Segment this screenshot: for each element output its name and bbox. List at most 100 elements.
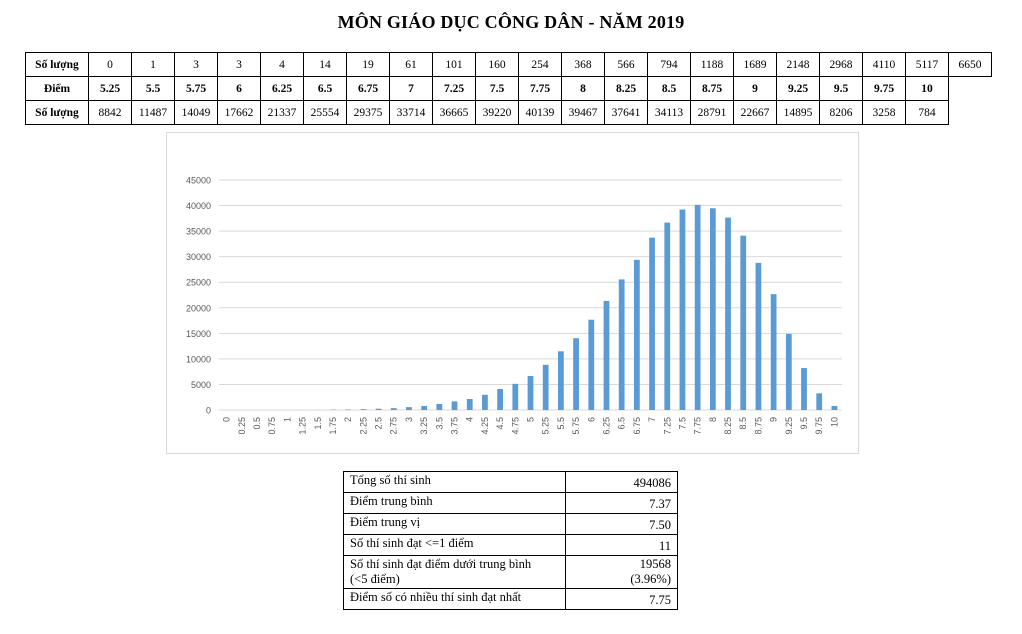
histogram-bar	[740, 235, 747, 410]
x-tick-label: 7	[647, 417, 657, 422]
table-cell: 2148	[776, 52, 820, 77]
row-label: Số lượng	[25, 52, 89, 77]
table-cell: 8.5	[647, 76, 691, 101]
table-cell: 14895	[776, 100, 820, 125]
table-cell: 39220	[475, 100, 519, 125]
histogram-bar	[618, 279, 625, 410]
table-cell: 1188	[690, 52, 734, 77]
table-cell: 39467	[561, 100, 605, 125]
table-cell: 6	[217, 76, 261, 101]
stats-row: Số thí sinh đạt điểm dưới trung bình (<5…	[343, 555, 678, 589]
table-cell: 9	[733, 76, 777, 101]
histogram-bar	[664, 222, 671, 410]
histogram-bar	[436, 403, 443, 410]
histogram-chart: 0 5000 10000 15000 20000 25000 30000 35000 40000…	[166, 132, 859, 454]
histogram-bar	[512, 383, 519, 410]
y-tick-label: 25000	[186, 278, 211, 288]
table-cell: 5117	[905, 52, 949, 77]
table-cell: 5.25	[88, 76, 132, 101]
table-cell: 7.75	[518, 76, 562, 101]
table-row-count-low: Số lượng 0 1 3 3 4 14 19 61 101 160 254 …	[25, 52, 992, 77]
histogram-bar	[633, 259, 640, 410]
histogram-bar	[694, 204, 701, 410]
x-tick-label: 1.25	[298, 417, 308, 435]
x-tick-label: 7.5	[677, 417, 687, 430]
table-cell: 566	[604, 52, 648, 77]
table-cell: 40139	[518, 100, 562, 125]
stats-row: Điểm số có nhiều thí sinh đạt nhất 7.75	[343, 588, 678, 610]
stats-label-line2: (<5 điểm)	[350, 572, 400, 586]
table-cell: 21337	[260, 100, 304, 125]
x-tick-label: 1.5	[313, 417, 323, 430]
histogram-bar	[421, 405, 428, 410]
table-cell: 4	[260, 52, 304, 77]
stats-label-line1: Số thí sinh đạt điểm dưới trung bình	[350, 557, 532, 571]
stats-value: 19568 (3.96%)	[565, 555, 678, 589]
x-tick-label: 2.25	[358, 417, 368, 435]
row-label: Điểm	[25, 76, 89, 101]
x-tick-label: 4	[465, 417, 475, 422]
table-cell: 8.25	[604, 76, 648, 101]
y-tick-label: 0	[206, 406, 211, 416]
x-tick-label: 9.5	[799, 417, 809, 430]
stats-label: Số thí sinh đạt điểm dưới trung bình (<5…	[343, 555, 566, 589]
table-cell: 7	[389, 76, 433, 101]
table-cell: 3	[174, 52, 218, 77]
y-tick-label: 30000	[186, 252, 211, 262]
table-cell: 9.25	[776, 76, 820, 101]
x-tick-label: 7.25	[662, 417, 672, 435]
histogram-bar	[725, 217, 731, 410]
x-tick-label: 5.25	[541, 417, 551, 435]
table-cell: 2968	[819, 52, 863, 77]
stats-value-line2: (3.96%)	[630, 572, 671, 586]
stats-table: Tổng số thí sinh 494086 Điểm trung bình …	[343, 471, 678, 610]
x-tick-label: 0.75	[267, 417, 277, 435]
x-tick-label: 3	[404, 417, 414, 422]
table-cell: 1	[131, 52, 175, 77]
x-tick-label: 1	[282, 417, 292, 422]
x-tick-label: 8.75	[753, 417, 763, 435]
y-tick-label: 35000	[186, 227, 211, 237]
page-title: MÔN GIÁO DỤC CÔNG DÂN - NĂM 2019	[337, 12, 685, 32]
table-cell: 0	[88, 52, 132, 77]
table-cell: 3258	[862, 100, 906, 125]
table-cell: 6.5	[303, 76, 347, 101]
table-row-count-high: Số lượng 8842 11487 14049 17662 21337 25…	[25, 100, 992, 125]
y-tick-label: 15000	[186, 329, 211, 339]
x-tick-label: 1.75	[328, 417, 338, 435]
table-cell: 34113	[647, 100, 691, 125]
table-cell: 7.25	[432, 76, 476, 101]
x-tick-label: 10	[829, 417, 839, 427]
table-cell: 33714	[389, 100, 433, 125]
histogram-bar	[770, 294, 777, 410]
table-cell: 10	[905, 76, 949, 101]
stats-label: Điểm trung vị	[343, 513, 566, 535]
histogram-bar	[497, 388, 503, 410]
table-cell: 61	[389, 52, 433, 77]
empty-cell	[949, 101, 992, 125]
histogram-bar	[466, 399, 473, 410]
histogram-bar	[573, 338, 579, 410]
histogram-bar	[406, 407, 412, 410]
histogram-svg: 0 5000 10000 15000 20000 25000 30000 35000 40000…	[186, 176, 842, 435]
table-cell: 8842	[88, 100, 132, 125]
table-cell: 19	[346, 52, 390, 77]
histogram-bar	[360, 409, 367, 410]
histogram-bar	[679, 209, 686, 410]
stats-row: Điểm trung bình 7.37	[343, 492, 678, 514]
x-tick-label: 2	[343, 417, 353, 422]
histogram-bar	[558, 351, 564, 410]
histogram-bar	[831, 405, 838, 410]
histogram-bar	[542, 364, 549, 410]
histogram-bar	[785, 333, 792, 410]
histogram-bar	[588, 319, 595, 410]
table-cell: 5.75	[174, 76, 218, 101]
table-cell: 368	[561, 52, 605, 77]
x-tick-label: 9.25	[784, 417, 794, 435]
table-cell: 29375	[346, 100, 390, 125]
histogram-bar	[527, 376, 534, 410]
x-tick-label: 8.5	[738, 417, 748, 430]
table-cell: 6650	[948, 52, 992, 77]
score-table: Số lượng 0 1 3 3 4 14 19 61 101 160 254 …	[25, 52, 992, 125]
table-cell: 28791	[690, 100, 734, 125]
